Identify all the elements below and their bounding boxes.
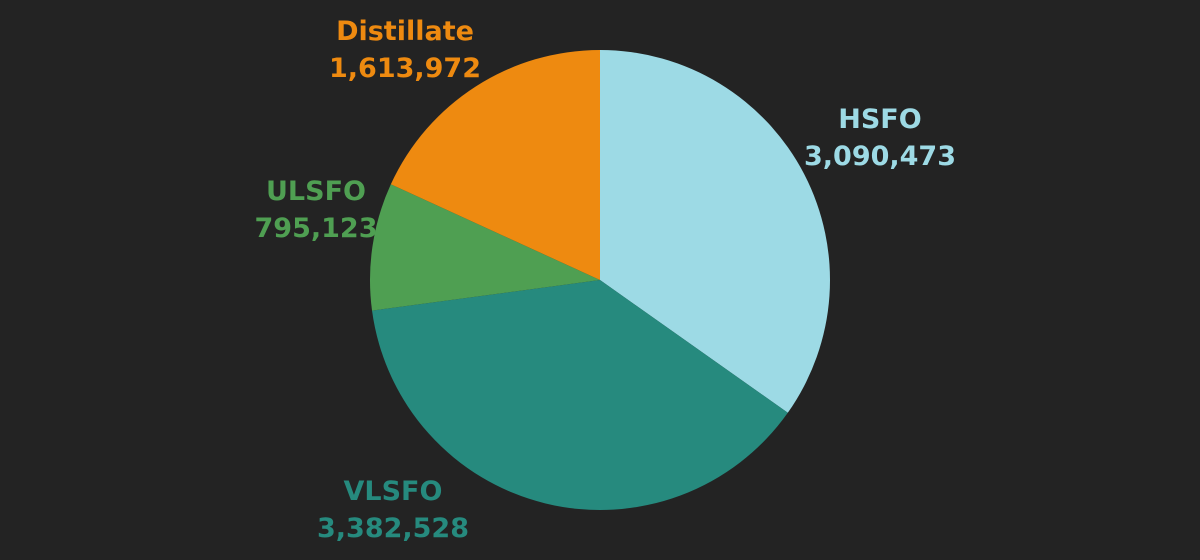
slice-name-hsfo: HSFO (838, 104, 921, 135)
pie-slice-vlsfo (372, 280, 788, 511)
slice-label-vlsfo: VLSFO 3,382,528 (317, 476, 469, 544)
slice-name-ulsfo: ULSFO (266, 176, 366, 207)
pie-slice-ulsfo (369, 184, 600, 311)
pie-slice-distillate (390, 50, 600, 280)
pie-labels: HSFO 3,090,473 VLSFO 3,382,528 ULSFO 795,123 D… (255, 16, 957, 544)
pie-slice-hsfo (600, 50, 830, 413)
slice-label-hsfo: HSFO 3,090,473 (804, 104, 956, 172)
slice-name-vlsfo: VLSFO (344, 476, 443, 507)
pie-slices (369, 50, 830, 511)
slice-value-hsfo: 3,090,473 (804, 141, 956, 172)
slice-label-ulsfo: ULSFO 795,123 (255, 176, 378, 244)
slice-name-distillate: Distillate (336, 16, 474, 47)
slice-value-distillate: 1,613,972 (329, 53, 481, 84)
slice-value-ulsfo: 795,123 (255, 213, 378, 244)
slice-value-vlsfo: 3,382,528 (317, 513, 469, 544)
slice-label-distillate: Distillate 1,613,972 (329, 16, 481, 84)
